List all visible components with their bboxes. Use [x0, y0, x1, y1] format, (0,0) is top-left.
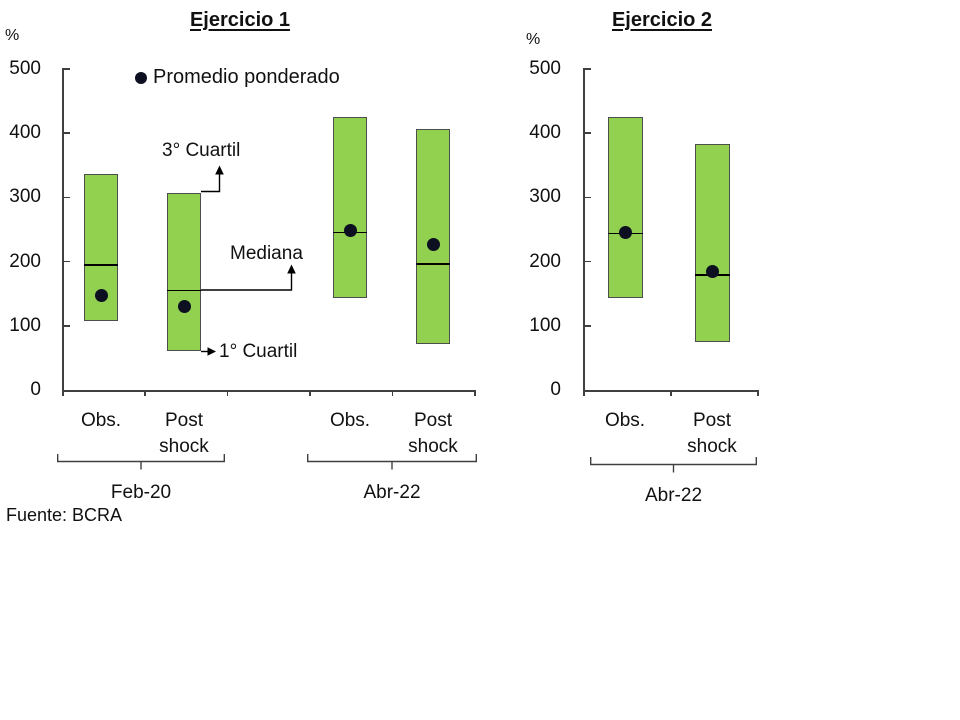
- group-bracket: [57, 454, 225, 470]
- legend-label: Promedio ponderado: [153, 66, 340, 88]
- x-tick: [757, 390, 759, 396]
- x-tick: [62, 390, 64, 396]
- quartile-box: [694, 144, 730, 342]
- annotation-first-quartile: 1° Cuartil: [219, 341, 298, 362]
- annotation-third-quartile: 3° Cuartil: [162, 140, 241, 161]
- x-tick: [583, 390, 585, 396]
- weighted-average-legend-dot: [135, 71, 147, 84]
- median-line: [167, 289, 201, 292]
- y-tick-label: 500: [529, 58, 561, 79]
- category-label: Post shock: [159, 410, 209, 457]
- x-axis: [62, 390, 474, 392]
- y-tick: [62, 260, 70, 263]
- y-axis: [583, 69, 585, 390]
- weighted-average-dot: [177, 300, 191, 314]
- y-tick-label: 500: [9, 58, 41, 79]
- y-tick-label: 0: [30, 379, 41, 400]
- y-tick: [583, 260, 591, 263]
- group-label: Feb-20: [110, 482, 172, 503]
- source-note: Fuente: BCRA: [6, 505, 123, 525]
- y-tick: [62, 132, 70, 134]
- weighted-average-dot: [705, 265, 719, 279]
- chart-title: Ejercicio 1: [189, 9, 291, 31]
- weighted-average-dot: [343, 224, 357, 238]
- y-axis: [62, 69, 64, 390]
- weighted-average-dot: [426, 238, 440, 252]
- x-tick: [144, 390, 146, 396]
- y-tick: [62, 68, 70, 70]
- weighted-average-dot: [618, 225, 632, 239]
- quartile-box: [333, 116, 367, 299]
- group-bracket: [590, 457, 757, 473]
- y-tick-label: 200: [9, 250, 41, 272]
- y-tick-label: 100: [529, 314, 561, 336]
- category-label: Obs.: [80, 410, 122, 431]
- group-bracket: [307, 454, 477, 470]
- group-label: Abr-22: [644, 485, 703, 506]
- chart-title: Ejercicio 2: [611, 9, 713, 31]
- y-tick: [583, 196, 591, 199]
- median-line: [416, 263, 450, 265]
- y-tick-label: 400: [9, 122, 41, 144]
- y-tick-label: 100: [9, 314, 41, 336]
- x-tick: [670, 390, 672, 396]
- category-label: Obs.: [329, 410, 371, 431]
- y-tick: [583, 132, 591, 134]
- group-label: Abr-22: [363, 482, 421, 503]
- y-tick-label: 400: [529, 122, 561, 144]
- legend: Promedio ponderado: [135, 66, 340, 89]
- category-label: Post shock: [408, 410, 458, 457]
- y-tick-label: 200: [529, 250, 561, 272]
- x-tick: [309, 390, 311, 396]
- y-tick-label: 300: [529, 186, 561, 208]
- x-tick: [391, 390, 394, 396]
- median-line: [84, 264, 118, 266]
- x-tick: [474, 390, 476, 396]
- weighted-average-dot: [94, 289, 108, 303]
- y-axis-unit-label: %: [5, 27, 20, 44]
- annotation-median: Mediana: [230, 243, 303, 264]
- quartile-box: [416, 128, 450, 345]
- y-tick: [62, 196, 70, 199]
- quartile-box: [167, 192, 201, 352]
- y-tick: [583, 325, 591, 327]
- category-label: Obs.: [604, 410, 646, 431]
- x-tick: [226, 390, 229, 396]
- category-label: Post shock: [687, 410, 737, 457]
- y-axis-unit-label: %: [526, 31, 541, 48]
- quartile-box: [607, 116, 643, 299]
- y-tick: [583, 68, 591, 70]
- y-tick-label: 300: [9, 186, 41, 208]
- y-tick: [62, 325, 70, 327]
- y-tick-label: 0: [550, 379, 561, 400]
